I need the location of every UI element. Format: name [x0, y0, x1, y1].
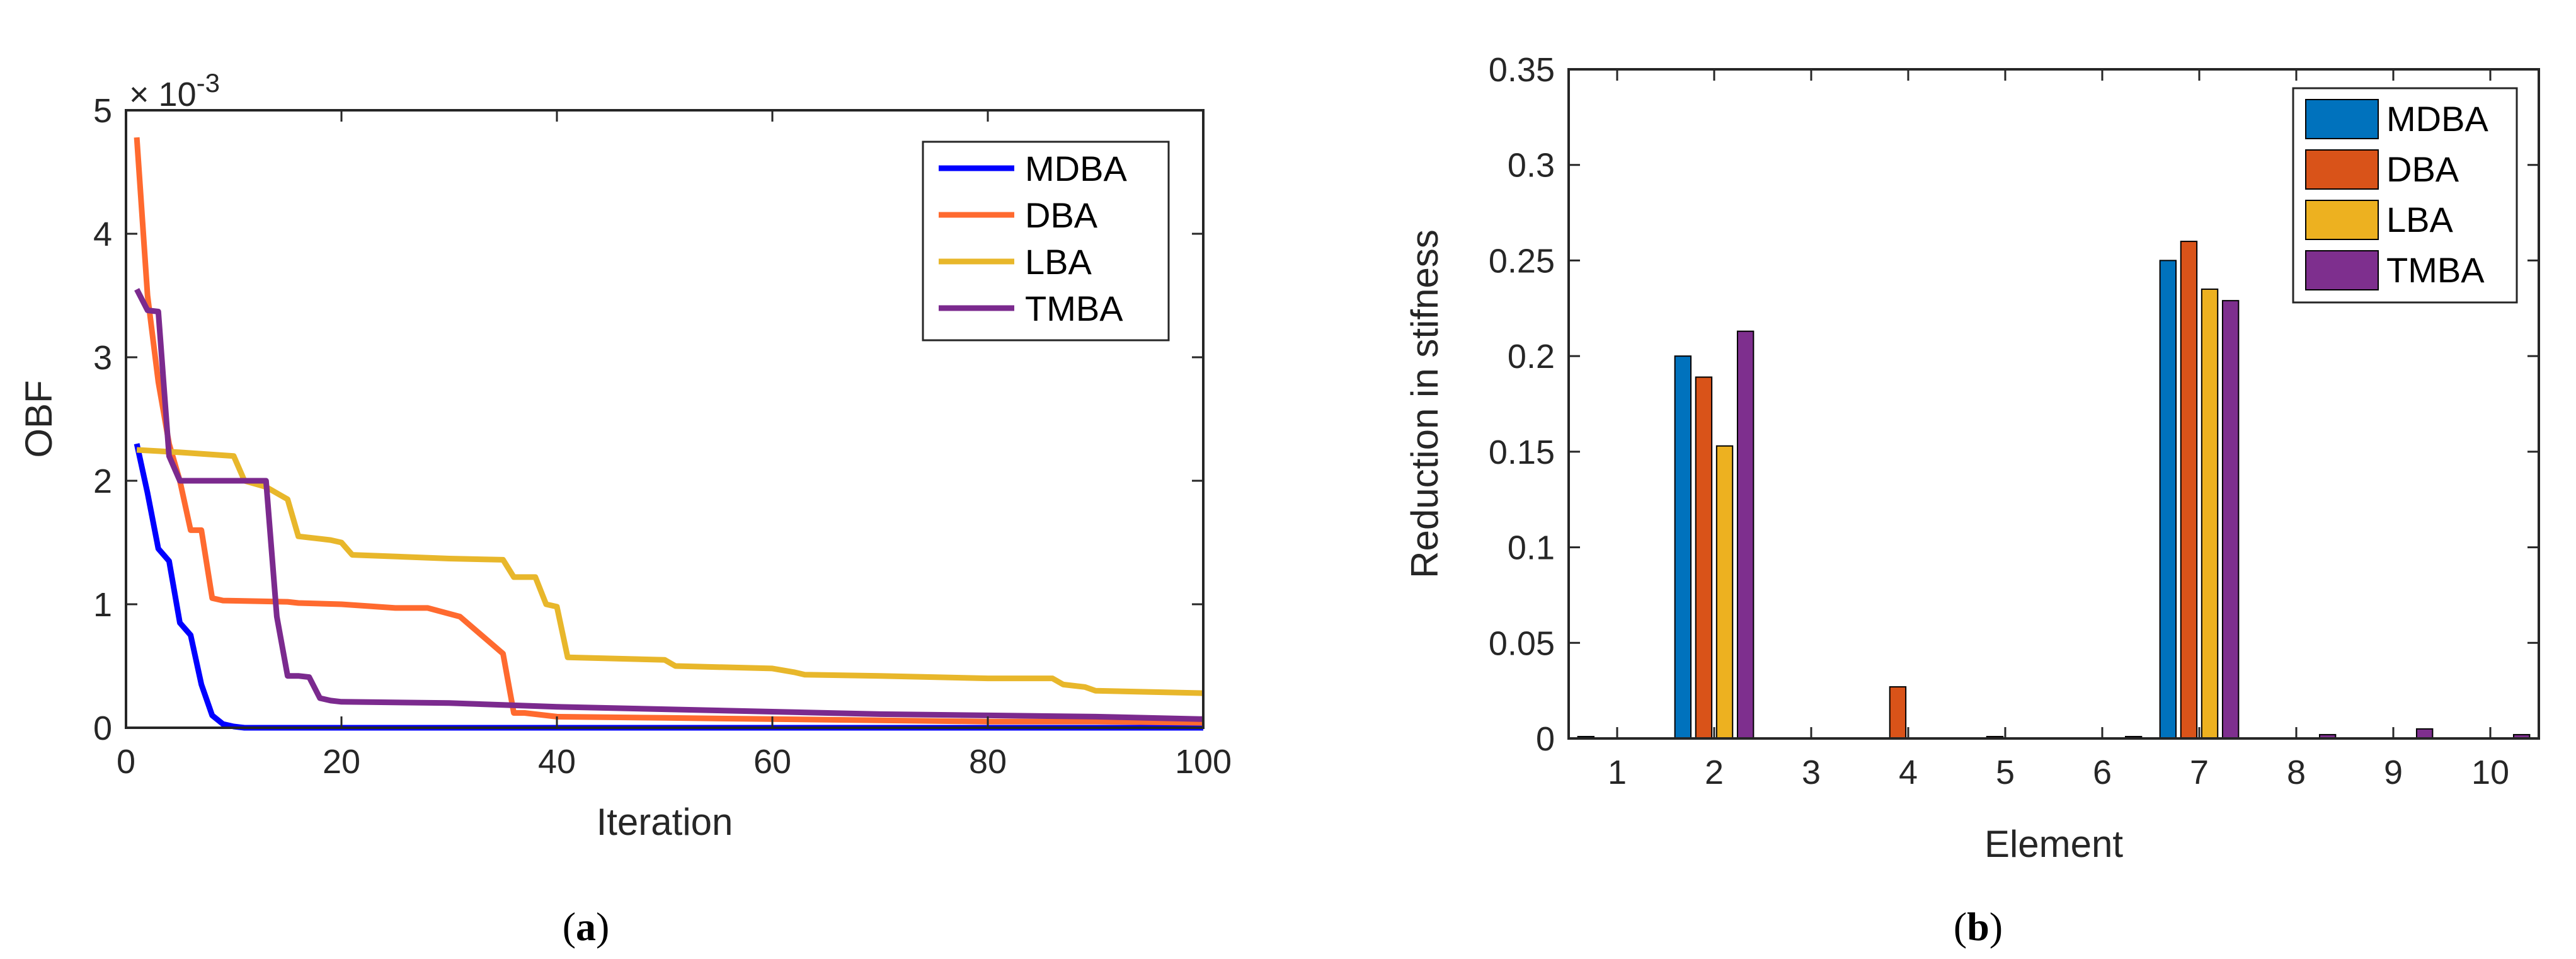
x-tick-label: 40	[538, 743, 576, 781]
legend-swatch-mdba	[2305, 99, 2379, 139]
y-tick-label: 4	[93, 215, 112, 253]
bar-lba-element-7	[2201, 288, 2219, 739]
bar-tmba-element-9	[2415, 728, 2434, 740]
legend-label-lba: LBA	[2386, 200, 2453, 239]
legend: MDBA DBA LBA TMBA	[2292, 87, 2518, 304]
y-tick-label: 0.2	[1508, 338, 1555, 376]
y-tick-label: 0.1	[1508, 529, 1555, 567]
y-tick-label: 0	[1536, 720, 1555, 758]
x-tick-label: 8	[2287, 754, 2306, 791]
x-tick-label: 6	[2093, 754, 2112, 791]
legend-swatch-dba	[2305, 149, 2379, 190]
caption-a: (a)	[563, 904, 610, 949]
exponent-base: × 10	[129, 76, 197, 113]
x-tick-label: 5	[1996, 754, 2015, 791]
x-tick-label: 2	[1705, 754, 1724, 791]
legend-swatch-lba	[2305, 200, 2379, 240]
legend-label-tmba: TMBA	[1025, 289, 1123, 328]
bar-dba-element-4	[1889, 686, 1907, 740]
legend-label-tmba: TMBA	[2386, 250, 2485, 290]
y-tick-label: 3	[93, 339, 112, 377]
x-tick-label: 80	[969, 743, 1007, 781]
series-line-mdba	[134, 443, 1203, 731]
legend-label-dba: DBA	[2386, 149, 2459, 189]
bar-dba-element-7	[2180, 241, 2198, 740]
bar-lba-element-2	[1715, 445, 1734, 739]
x-tick-label: 60	[753, 743, 791, 781]
bar-dba-element-2	[1695, 376, 1713, 739]
bar-chart-panel-b: 0 0.05 0.1 0.15 0.2 0.25 0.3 0.35 1 2 3 4 5 6 7 8 9 10 El…	[1404, 51, 2540, 865]
x-tick-label: 0	[117, 743, 135, 781]
legend: MDBA DBA LBA TMBA	[922, 141, 1170, 342]
y-tick-label: 0	[93, 709, 112, 747]
x-tick-label: 7	[2190, 754, 2209, 791]
caption-open: (	[563, 904, 576, 949]
bar-group	[1577, 241, 2531, 740]
y-tick-label: 5	[93, 92, 112, 130]
caption-b: (b)	[1954, 904, 2003, 949]
y-tick-label: 1	[93, 586, 112, 624]
caption-open: (	[1954, 904, 1967, 949]
legend-swatch-tmba	[2305, 250, 2379, 290]
caption-close: )	[596, 904, 609, 949]
bar-mdba-element-7	[2159, 260, 2177, 739]
caption-close: )	[1989, 904, 2003, 949]
x-axis-label: Iteration	[597, 801, 733, 843]
tick-group: 0 0.05 0.1 0.15 0.2 0.25 0.3 0.35 1 2 3 4 5 6 7 8 9 10	[1489, 51, 2539, 791]
y-tick-label: 0.3	[1508, 147, 1555, 185]
x-tick-label: 3	[1802, 754, 1821, 791]
bar-tmba-element-7	[2221, 300, 2240, 739]
series-line-tmba	[134, 288, 1204, 722]
axes-box	[1567, 68, 2540, 740]
axes-box	[125, 109, 1205, 729]
x-tick-label: 100	[1175, 743, 1232, 781]
exponent-power: -3	[197, 68, 220, 98]
legend-label-mdba: MDBA	[1025, 149, 1127, 188]
x-tick-label: 4	[1899, 754, 1918, 791]
y-axis-label: OBF	[18, 380, 60, 457]
y-tick-label: 0.15	[1489, 434, 1555, 471]
caption-letter: b	[1967, 904, 1989, 949]
y-tick-label: 0.25	[1489, 242, 1555, 280]
y-tick-label: 0.35	[1489, 51, 1555, 89]
legend-label-lba: LBA	[1025, 242, 1092, 282]
y-axis-exponent: × 10-3	[129, 68, 220, 113]
legend-label-dba: DBA	[1025, 195, 1098, 235]
x-tick-label: 20	[323, 743, 360, 781]
bar-tmba-element-2	[1736, 330, 1755, 739]
legend-label-mdba: MDBA	[2386, 99, 2488, 139]
series-line-lba	[136, 447, 1204, 696]
y-axis-label: Reduction in stifness	[1404, 229, 1446, 578]
series-line-dba	[134, 137, 1204, 726]
caption-letter: a	[576, 904, 596, 949]
x-tick-label: 1	[1608, 754, 1627, 791]
x-axis-label: Element	[1984, 823, 2123, 865]
x-tick-label: 9	[2384, 754, 2403, 791]
x-tick-label: 10	[2471, 754, 2509, 791]
y-tick-label: 2	[93, 462, 112, 500]
tick-group: 0 20 40 60 80 100 0 1 2 3 4 5	[93, 92, 1232, 781]
y-tick-label: 0.05	[1489, 624, 1555, 662]
bar-mdba-element-2	[1674, 355, 1692, 739]
